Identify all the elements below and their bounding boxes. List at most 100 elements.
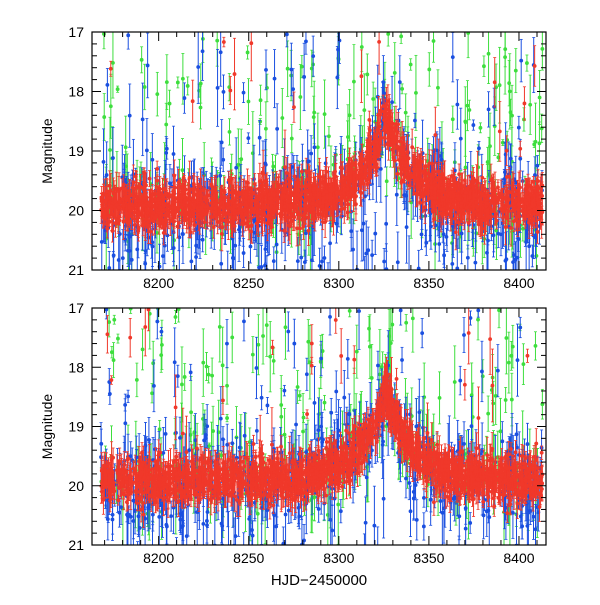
data-point xyxy=(216,86,220,90)
data-point xyxy=(486,160,490,164)
data-point xyxy=(201,49,205,53)
data-point xyxy=(409,63,413,67)
data-point xyxy=(370,253,374,257)
data-point xyxy=(107,266,111,270)
data-point xyxy=(527,244,531,248)
data-point xyxy=(260,265,264,269)
data-point xyxy=(290,137,294,141)
data-point xyxy=(382,260,386,264)
data-point xyxy=(386,32,390,36)
data-point xyxy=(471,123,475,127)
data-point xyxy=(310,258,314,262)
data-point xyxy=(362,108,366,112)
data-point xyxy=(405,225,409,229)
data-point xyxy=(220,140,224,144)
data-point xyxy=(432,39,436,43)
data-point xyxy=(400,87,404,91)
data-point xyxy=(102,115,106,119)
data-point xyxy=(121,256,125,260)
data-point xyxy=(427,68,431,72)
data-point xyxy=(246,51,250,55)
data-point xyxy=(395,193,399,197)
data-point xyxy=(298,95,302,99)
data-point xyxy=(420,232,424,236)
data-point xyxy=(165,147,169,151)
data-point xyxy=(280,116,284,120)
data-point xyxy=(181,232,185,236)
data-point xyxy=(222,90,226,94)
data-point xyxy=(335,212,339,216)
top-data-points xyxy=(99,6,544,314)
data-point xyxy=(264,68,268,72)
data-point xyxy=(145,149,149,153)
data-point xyxy=(366,248,370,252)
data-point xyxy=(111,156,115,160)
data-point xyxy=(128,114,132,118)
data-point xyxy=(349,229,353,233)
data-point xyxy=(528,103,532,107)
data-point xyxy=(164,151,168,155)
data-point xyxy=(450,262,454,266)
data-point xyxy=(335,76,339,80)
data-point xyxy=(360,74,364,78)
data-point xyxy=(364,252,368,256)
data-point xyxy=(285,32,289,36)
data-point xyxy=(504,259,508,263)
data-point xyxy=(377,40,381,44)
data-point xyxy=(307,160,311,164)
data-point xyxy=(451,55,455,59)
data-point xyxy=(242,251,246,255)
data-point xyxy=(436,86,440,90)
data-point xyxy=(275,243,279,247)
data-point xyxy=(186,84,190,88)
data-point xyxy=(498,83,502,87)
data-point xyxy=(473,261,477,265)
data-point xyxy=(146,64,150,68)
data-point xyxy=(352,80,356,84)
data-point xyxy=(517,126,521,130)
data-point xyxy=(399,34,403,38)
data-point xyxy=(413,119,417,123)
data-point xyxy=(455,103,459,107)
data-point xyxy=(445,235,449,239)
data-point xyxy=(407,273,411,277)
data-point xyxy=(467,108,471,112)
data-point xyxy=(512,253,516,257)
data-point xyxy=(108,148,112,152)
data-point xyxy=(199,106,203,110)
data-point xyxy=(373,232,377,236)
data-point xyxy=(286,67,290,71)
data-point xyxy=(219,262,223,266)
data-point xyxy=(382,91,386,95)
data-point xyxy=(165,80,169,84)
data-point xyxy=(219,50,223,54)
data-point xyxy=(477,146,481,150)
data-point xyxy=(385,179,389,183)
data-point xyxy=(486,239,490,243)
data-point xyxy=(264,127,268,131)
data-point xyxy=(141,117,145,121)
data-point xyxy=(479,126,483,130)
data-point xyxy=(155,179,159,183)
data-point xyxy=(521,227,525,231)
data-point xyxy=(164,123,168,127)
data-point xyxy=(518,157,522,161)
data-point xyxy=(493,80,497,84)
data-point xyxy=(215,39,219,43)
data-point xyxy=(525,61,529,65)
data-point xyxy=(181,77,185,81)
data-point xyxy=(126,249,130,253)
data-point xyxy=(105,83,109,87)
data-point xyxy=(503,47,507,51)
data-point xyxy=(363,271,367,275)
data-point xyxy=(464,166,468,170)
data-point xyxy=(501,141,505,145)
data-point xyxy=(105,173,109,177)
data-point xyxy=(507,81,511,85)
data-point xyxy=(249,245,253,249)
data-point xyxy=(396,260,400,264)
data-point xyxy=(328,241,332,245)
data-point xyxy=(258,136,262,140)
